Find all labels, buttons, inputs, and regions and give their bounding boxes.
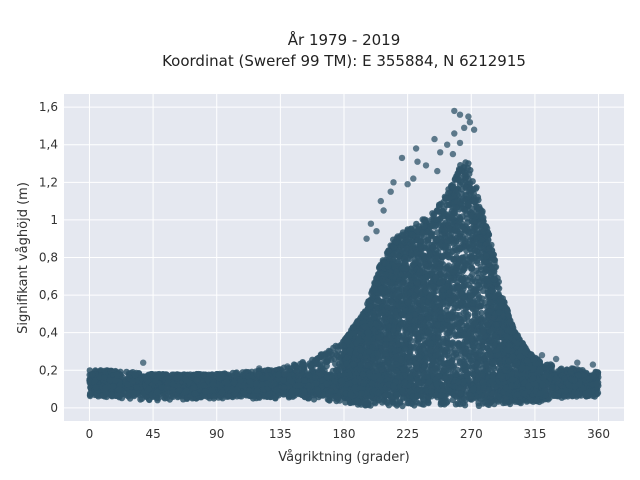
chart-title-line-2: Koordinat (Sweref 99 TM): E 355884, N 62… bbox=[162, 52, 526, 70]
data-point bbox=[460, 223, 467, 230]
chart-title-line-1: År 1979 - 2019 bbox=[288, 30, 401, 49]
data-point bbox=[465, 311, 472, 318]
data-point bbox=[480, 343, 487, 351]
data-point bbox=[404, 245, 411, 252]
data-point bbox=[313, 360, 320, 367]
data-point bbox=[465, 176, 472, 183]
data-point bbox=[456, 245, 463, 252]
data-point bbox=[464, 219, 471, 226]
data-points bbox=[86, 107, 602, 410]
